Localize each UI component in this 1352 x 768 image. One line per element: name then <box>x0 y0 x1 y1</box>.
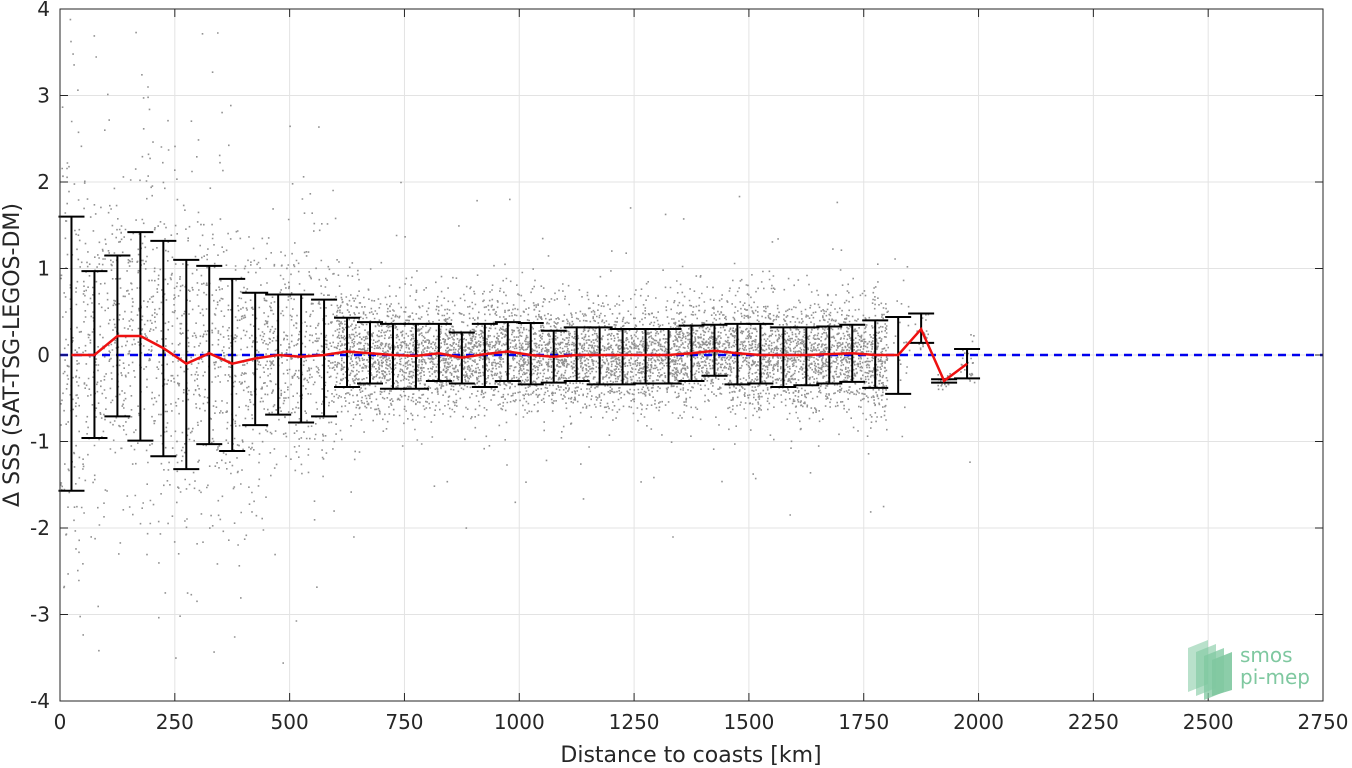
x-tick-label: 1000 <box>494 710 545 734</box>
error-bar <box>655 328 682 385</box>
y-axis-ticks: -4 -3 -2 -1 0 1 2 3 4 <box>30 0 1323 713</box>
error-bar <box>793 326 820 387</box>
x-tick-label: 2750 <box>1298 710 1349 734</box>
x-tick-label: 250 <box>156 710 194 734</box>
x-tick-label: 1250 <box>609 710 660 734</box>
error-bar <box>632 328 659 385</box>
error-bar <box>954 347 981 380</box>
x-tick-label: 2500 <box>1183 710 1234 734</box>
smos-pimep-logo: smos pi-mep <box>1188 640 1310 700</box>
y-tick-label: 2 <box>37 170 50 194</box>
error-bars <box>58 215 981 492</box>
logo-line1: smos <box>1240 643 1293 667</box>
x-tick-label: 500 <box>271 710 309 734</box>
logo-mark <box>1188 640 1232 700</box>
error-bar <box>747 322 774 385</box>
logo-line2: pi-mep <box>1240 665 1310 689</box>
x-tick-label: 2000 <box>953 710 1004 734</box>
x-tick-label: 750 <box>385 710 423 734</box>
error-bar <box>609 328 636 386</box>
error-bar <box>517 321 544 386</box>
y-axis-label: Δ SSS (SAT-TSG-LEGOS-DM) <box>0 203 25 507</box>
x-axis-ticks: 0 250 500 750 1000 1250 1500 1750 2000 2250 2500 27… <box>54 9 1349 734</box>
y-tick-label: -3 <box>30 603 50 627</box>
y-tick-label: -2 <box>30 516 50 540</box>
mean-line <box>71 326 968 383</box>
error-bar <box>471 322 498 389</box>
y-tick-label: 3 <box>37 84 50 108</box>
error-bar <box>196 264 223 446</box>
mean-polyline <box>71 326 968 383</box>
x-tick-label: 1500 <box>723 710 774 734</box>
y-tick-label: 4 <box>37 0 50 21</box>
error-bar <box>311 298 338 418</box>
y-tick-label: -4 <box>30 689 50 713</box>
y-tick-label: 1 <box>37 257 50 281</box>
x-axis-label: Distance to coasts [km] <box>560 743 821 768</box>
y-tick-label: -1 <box>30 430 50 454</box>
x-tick-label: 1750 <box>838 710 889 734</box>
error-bar <box>58 215 85 492</box>
error-bar <box>288 293 315 424</box>
x-tick-label: 0 <box>54 710 67 734</box>
error-bar <box>379 322 406 390</box>
error-bar <box>770 326 797 389</box>
y-tick-label: 0 <box>37 343 50 367</box>
x-tick-label: 2250 <box>1068 710 1119 734</box>
